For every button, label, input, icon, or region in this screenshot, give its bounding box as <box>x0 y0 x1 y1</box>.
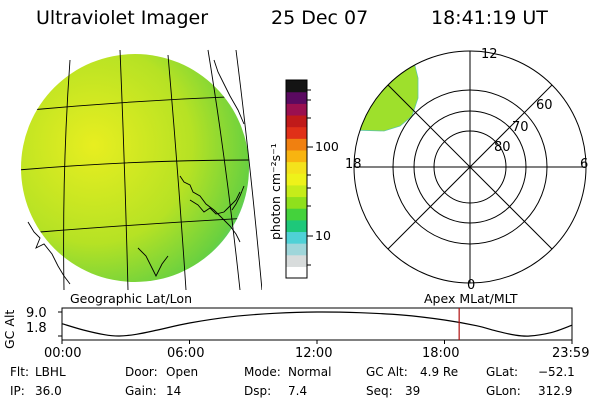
uv-disk-image <box>21 54 249 282</box>
info-mode-label: Mode: <box>244 365 281 379</box>
lat-label-60: 60 <box>536 98 553 113</box>
info-door-value: Open <box>166 365 199 379</box>
info-filter-value: LBHL <box>35 365 66 379</box>
info-glon-label: GLon: <box>486 384 521 398</box>
colorbar-segment <box>286 149 307 163</box>
colorbar-segment <box>286 173 307 186</box>
info-glat-label: GLat: <box>486 365 519 379</box>
geo-map-label: Geographic Lat/Lon <box>70 291 192 306</box>
time-label: 18:41:19 UT <box>431 7 548 29</box>
polar-plot-label: Apex MLat/MLT <box>424 291 518 306</box>
colorbar-segment <box>286 91 307 104</box>
colorbar-segment <box>286 254 307 267</box>
colorbar-segment <box>286 184 307 198</box>
info-filter-label: Flt: <box>10 365 29 379</box>
info-ip-label: IP: <box>10 384 25 398</box>
info-glat-value: −52.1 <box>538 365 575 379</box>
colorbar-segment <box>286 126 307 139</box>
info-door-label: Door: <box>125 365 158 379</box>
xtick-12-00: 12:00 <box>295 346 333 361</box>
info-gain-value: 14 <box>166 384 182 398</box>
colorbar-segment <box>286 208 307 221</box>
info-seq-label: Seq: <box>366 384 393 398</box>
info-glon-value: 312.9 <box>538 384 573 398</box>
xtick-23-59: 23:59 <box>552 346 590 361</box>
instrument-title: Ultraviolet Imager <box>36 7 209 29</box>
colorbar-segment <box>286 243 307 256</box>
colorbar-segment <box>286 219 307 233</box>
longitude-lines <box>63 49 262 290</box>
colorbar-segment <box>286 266 307 279</box>
colorbar-segment <box>286 138 307 151</box>
coastlines <box>27 59 245 285</box>
altitude-frame <box>61 307 573 341</box>
mlt-label-18: 18 <box>345 157 362 172</box>
colorbar-segment <box>286 80 307 93</box>
info-gcalt-value: 4.9 Re <box>420 365 459 379</box>
info-mode-value: Normal <box>288 365 332 379</box>
ytick-9-0: 9.0 <box>26 306 47 321</box>
info-ip-value: 36.0 <box>35 384 62 398</box>
colorbar-segment <box>286 114 307 128</box>
colorbar-segment <box>286 196 307 209</box>
altitude-series-line <box>61 311 572 337</box>
altitude-ylabel: GC Alt <box>2 309 17 349</box>
ytick-1-8: 1.8 <box>26 321 47 336</box>
xtick-06-00: 06:00 <box>167 346 205 361</box>
colorbar-tick-10: 10 <box>315 228 331 243</box>
date-label: 25 Dec 07 <box>271 7 369 29</box>
mlt-label-12: 12 <box>481 47 498 62</box>
info-gcalt-label: GC Alt: <box>366 365 408 379</box>
colorbar-segment <box>286 103 307 116</box>
colorbar-segment <box>286 161 307 174</box>
info-gain-label: Gain: <box>125 384 157 398</box>
colorbar-segment <box>286 231 307 244</box>
mlt-label-0: 0 <box>467 278 476 293</box>
xtick-18-00: 18:00 <box>422 346 460 361</box>
colorbar-tick-100: 100 <box>315 139 339 154</box>
lat-label-80: 80 <box>494 140 511 155</box>
info-dsp-value: 7.4 <box>288 384 308 398</box>
lat-label-70: 70 <box>512 120 529 135</box>
xtick-00-00: 00:00 <box>44 346 82 361</box>
info-seq-value: 39 <box>405 384 421 398</box>
info-dsp-label: Dsp: <box>244 384 272 398</box>
mlt-label-6: 6 <box>580 157 589 172</box>
